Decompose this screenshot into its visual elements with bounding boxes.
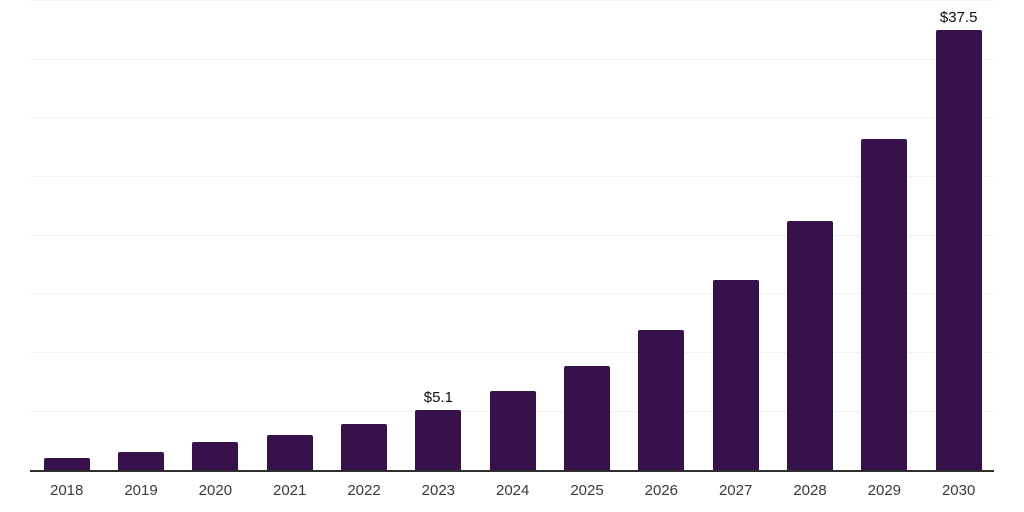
gridline-10 — [30, 352, 994, 354]
bar-2028 — [787, 221, 833, 470]
bar-2026 — [638, 330, 685, 470]
bar-2023 — [415, 410, 462, 470]
x-tick-label-2021: 2021 — [273, 482, 307, 499]
x-tick-label-2026: 2026 — [644, 482, 679, 499]
x-tick-label-2023: 2023 — [421, 482, 456, 499]
x-tick-label-2022: 2022 — [347, 482, 381, 499]
gridline-25 — [30, 176, 994, 178]
bar-2022 — [341, 424, 388, 470]
plot-area: $5.1 $37.5 — [30, 0, 994, 472]
x-tick-label-2025: 2025 — [570, 482, 604, 499]
x-tick-label-2028: 2028 — [793, 482, 827, 499]
bar-2024 — [489, 391, 536, 470]
x-tick-label-2020: 2020 — [198, 482, 233, 499]
gridline-30 — [30, 117, 994, 119]
x-tick-label-2027: 2027 — [718, 482, 753, 499]
bar-value-label-2023: $5.1 — [423, 389, 453, 407]
x-tick-label-2030: 2030 — [941, 482, 976, 499]
bar-2027 — [712, 279, 759, 470]
bar-2025 — [564, 365, 610, 470]
bar-2020 — [192, 441, 239, 470]
gridline-40 — [30, 0, 994, 1]
gridline-35 — [30, 58, 994, 60]
x-tick-label-2029: 2029 — [867, 482, 902, 499]
bar-2029 — [861, 139, 908, 470]
bar-2030 — [935, 29, 982, 470]
bar-2021 — [266, 434, 313, 470]
x-tick-label-2019: 2019 — [124, 482, 158, 499]
x-axis: 2018 2019 2020 2021 2022 2023 2024 2025 2026 2027… — [0, 482, 1024, 506]
bar-2018 — [43, 458, 90, 470]
gridline-20 — [30, 234, 994, 236]
x-tick-label-2018: 2018 — [50, 482, 84, 499]
gridline-15 — [30, 293, 994, 295]
bar-2019 — [118, 452, 165, 470]
bar-value-label-2030: $37.5 — [939, 8, 978, 26]
x-tick-label-2024: 2024 — [495, 482, 530, 499]
